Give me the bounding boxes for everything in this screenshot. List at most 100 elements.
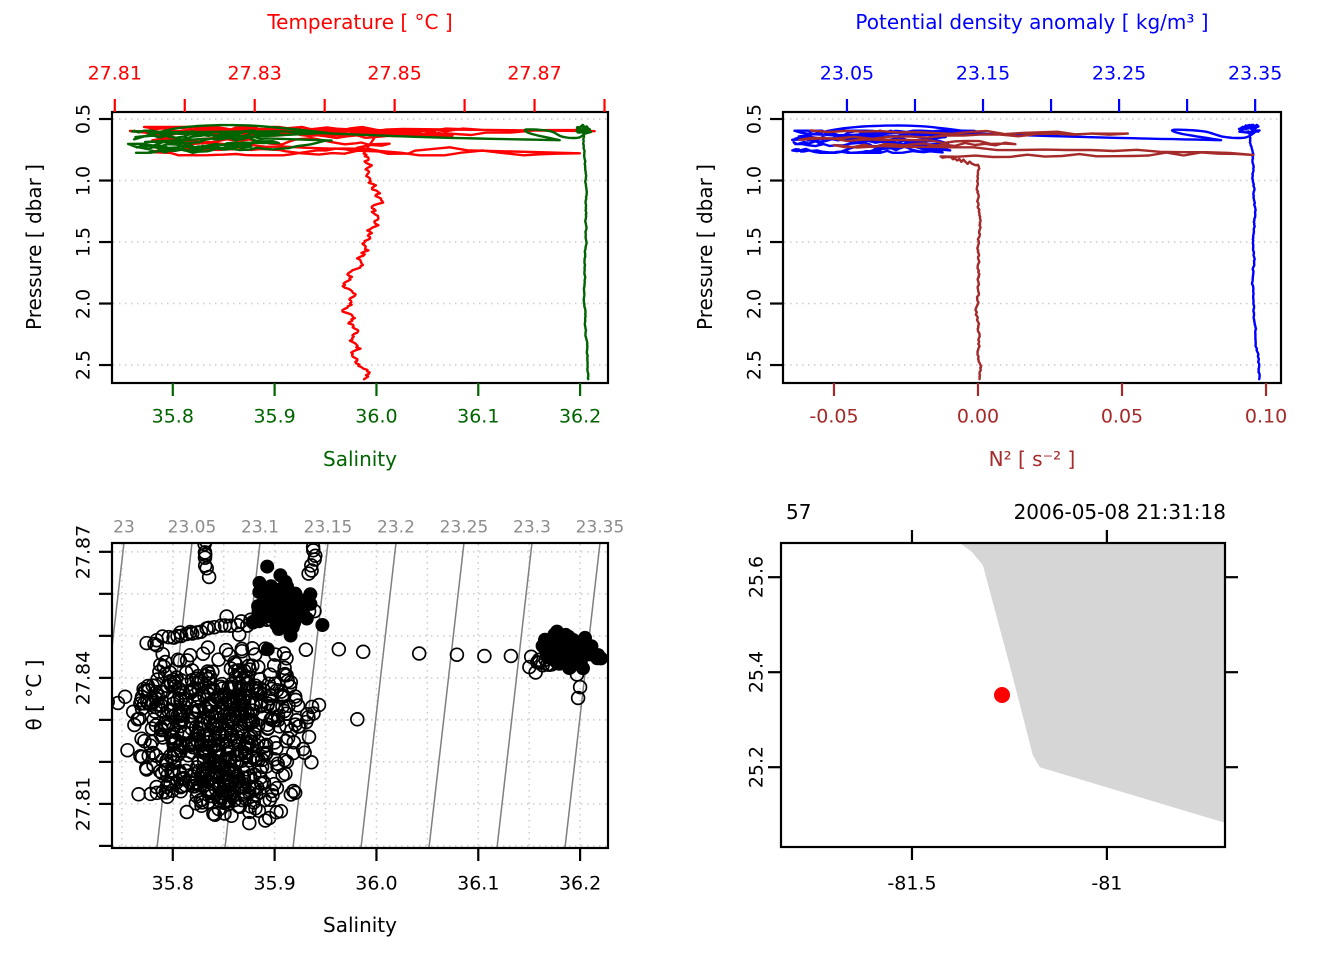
ts-point	[136, 681, 151, 697]
ts-point	[153, 657, 168, 673]
ts-point	[210, 737, 226, 753]
pressure-tick-label: 0.5	[72, 103, 95, 135]
pressure-tick-label: 2.0	[743, 288, 766, 319]
ts-point	[144, 734, 160, 750]
ts-point	[232, 667, 247, 682]
ts-point	[164, 750, 180, 766]
ts-point	[228, 669, 244, 685]
ts-point	[257, 480, 270, 493]
ts-point	[184, 626, 200, 641]
ts-point	[273, 568, 288, 583]
ts-point	[285, 494, 298, 507]
n2-tick-label: 0.00	[956, 405, 1000, 428]
ts-point	[191, 681, 206, 697]
density-tick-label: 23.05	[819, 62, 875, 85]
ts-point	[304, 563, 319, 578]
ts-point	[268, 486, 281, 499]
ts-point	[200, 760, 215, 776]
isopycnal-label: 23.05	[167, 517, 217, 538]
ts-point	[259, 698, 275, 714]
ts-point	[269, 805, 284, 820]
ts-point	[283, 628, 298, 643]
ts-point	[270, 756, 285, 771]
latitude-tick-label: 25.2	[745, 746, 768, 789]
ts-point	[523, 649, 539, 665]
pressure-tick-label: 2.0	[72, 288, 95, 319]
ts-point	[154, 703, 169, 718]
ts-point	[251, 803, 267, 819]
isopycnal-label: 23.35	[575, 517, 625, 538]
panel-profile-density-n2	[770, 99, 1283, 396]
ts-point	[194, 738, 209, 753]
ts-point	[561, 629, 576, 644]
ts-point	[292, 718, 307, 734]
ts-point	[176, 770, 192, 786]
ts-point	[253, 776, 269, 791]
ts-point	[252, 600, 267, 615]
ts-point	[155, 684, 171, 700]
ts-point	[158, 762, 173, 778]
ts-point	[277, 608, 293, 623]
ts-point	[306, 706, 321, 721]
ts-point	[547, 627, 562, 642]
ts-point	[254, 483, 267, 496]
ts-point	[210, 749, 226, 764]
ts-point	[269, 701, 284, 717]
ts-point	[503, 648, 519, 664]
ts-point	[355, 644, 371, 660]
ts-point	[262, 667, 278, 682]
ts-point	[231, 773, 246, 788]
n2-axis-label: N² [ s⁻² ]	[988, 447, 1076, 471]
ts-point	[160, 789, 175, 805]
ts-point	[584, 639, 599, 654]
ts-point	[283, 787, 299, 802]
ts-point	[280, 492, 293, 505]
panel-ts-diagram	[99, 480, 610, 861]
ts-point	[146, 757, 161, 773]
ts-point	[251, 734, 266, 750]
ts-point	[267, 735, 282, 750]
ts-point	[299, 707, 315, 722]
n2-tick-label: -0.05	[809, 405, 859, 428]
ts-point	[160, 715, 175, 731]
ts-point	[146, 712, 161, 727]
panel-box	[779, 541, 1227, 849]
ts-point	[199, 768, 215, 784]
ts-point	[240, 485, 253, 498]
ts-point	[248, 801, 263, 816]
ts-point	[301, 604, 317, 619]
ts-point	[183, 684, 199, 700]
ts-point	[278, 766, 293, 782]
ts-point	[221, 647, 237, 662]
ts-point	[243, 612, 258, 628]
n2-tick-label: 0.05	[1100, 405, 1144, 428]
ts-point	[277, 660, 292, 676]
ts-point	[264, 586, 279, 601]
ts-point	[193, 624, 209, 639]
ts-point	[295, 741, 311, 757]
ts-point	[242, 785, 257, 800]
theta-tick-label: 27.84	[72, 650, 95, 706]
ts-point	[286, 735, 302, 750]
pressure-tick-label: 2.5	[743, 349, 766, 381]
ts-point	[220, 746, 236, 762]
ts-point	[197, 545, 213, 560]
ts-point	[251, 613, 267, 629]
ts-point	[221, 680, 237, 695]
ts-point	[544, 643, 559, 658]
n2-profile	[798, 129, 1255, 381]
ts-point	[572, 679, 588, 695]
ts-point	[350, 712, 365, 727]
panel-station-map	[768, 530, 1238, 860]
isopycnal-label: 23.15	[303, 517, 353, 538]
ts-point	[278, 733, 294, 749]
ts-point	[260, 721, 276, 736]
ts-point	[528, 665, 543, 680]
isopycnal-label: 23	[113, 517, 135, 538]
ts-point	[137, 733, 152, 749]
salinity-tick-label: 36.1	[457, 405, 500, 428]
ts-point	[236, 716, 252, 731]
ts-point	[211, 801, 227, 817]
ts-point	[242, 815, 257, 831]
ts-point	[280, 673, 295, 689]
